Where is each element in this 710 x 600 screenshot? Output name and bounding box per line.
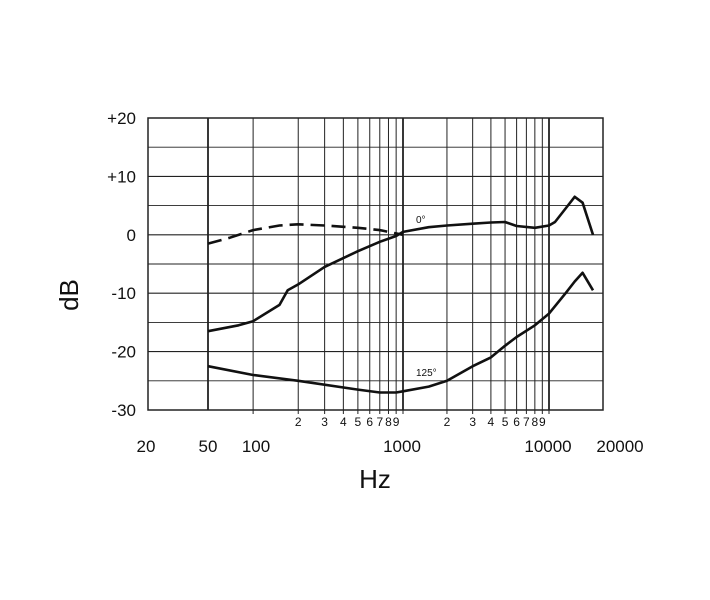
plot-grid [148, 118, 603, 414]
minor-tick-label: 6 [366, 415, 373, 429]
minor-tick-label: 4 [340, 415, 347, 429]
series-line-0 [207, 195, 595, 333]
minor-tick-label: 2 [444, 415, 451, 429]
minor-tick-label: 3 [321, 415, 328, 429]
plot-frame [147, 117, 604, 411]
series-line-2 [207, 271, 595, 394]
minor-tick-label: 4 [488, 415, 495, 429]
minor-tick-label: 8 [385, 415, 392, 429]
y-tick-labels: +20 +10 0 -10 -20 -30 [107, 109, 136, 420]
minor-tick-label: 6 [513, 415, 520, 429]
minor-tick-label: 3 [469, 415, 476, 429]
y-tick-label: +20 [107, 109, 136, 128]
minor-tick-label: 8 [532, 415, 539, 429]
minor-tick-label: 7 [376, 415, 383, 429]
series-line-1 [207, 223, 404, 245]
annotation-125-deg: 125° [416, 368, 437, 379]
y-axis-title: dB [54, 279, 84, 311]
x-tick-label: 1000 [383, 437, 421, 456]
x-tick-label: 20 [137, 437, 156, 456]
y-tick-label: 0 [127, 226, 136, 245]
y-tick-label: -20 [111, 343, 136, 362]
x-tick-label: 100 [242, 437, 270, 456]
y-tick-label: +10 [107, 167, 136, 186]
minor-tick-label: 2 [295, 415, 302, 429]
plot-border [147, 117, 604, 411]
y-tick-label: -30 [111, 401, 136, 420]
x-tick-label: 10000 [524, 437, 571, 456]
x-tick-label: 20000 [596, 437, 643, 456]
minor-tick-label: 7 [523, 415, 530, 429]
minor-tick-label: 5 [355, 415, 362, 429]
minor-tick-label: 5 [502, 415, 509, 429]
y-tick-label: -10 [111, 284, 136, 303]
x-axis-title: Hz [359, 464, 391, 494]
minor-tick-label: 9 [539, 415, 546, 429]
x-tick-labels: 20 50 100 1000 10000 20000 [137, 437, 644, 456]
series-group [207, 195, 595, 394]
x-tick-label: 50 [199, 437, 218, 456]
minor-tick-label: 9 [393, 415, 400, 429]
annotation-0-deg: 0° [416, 215, 426, 226]
